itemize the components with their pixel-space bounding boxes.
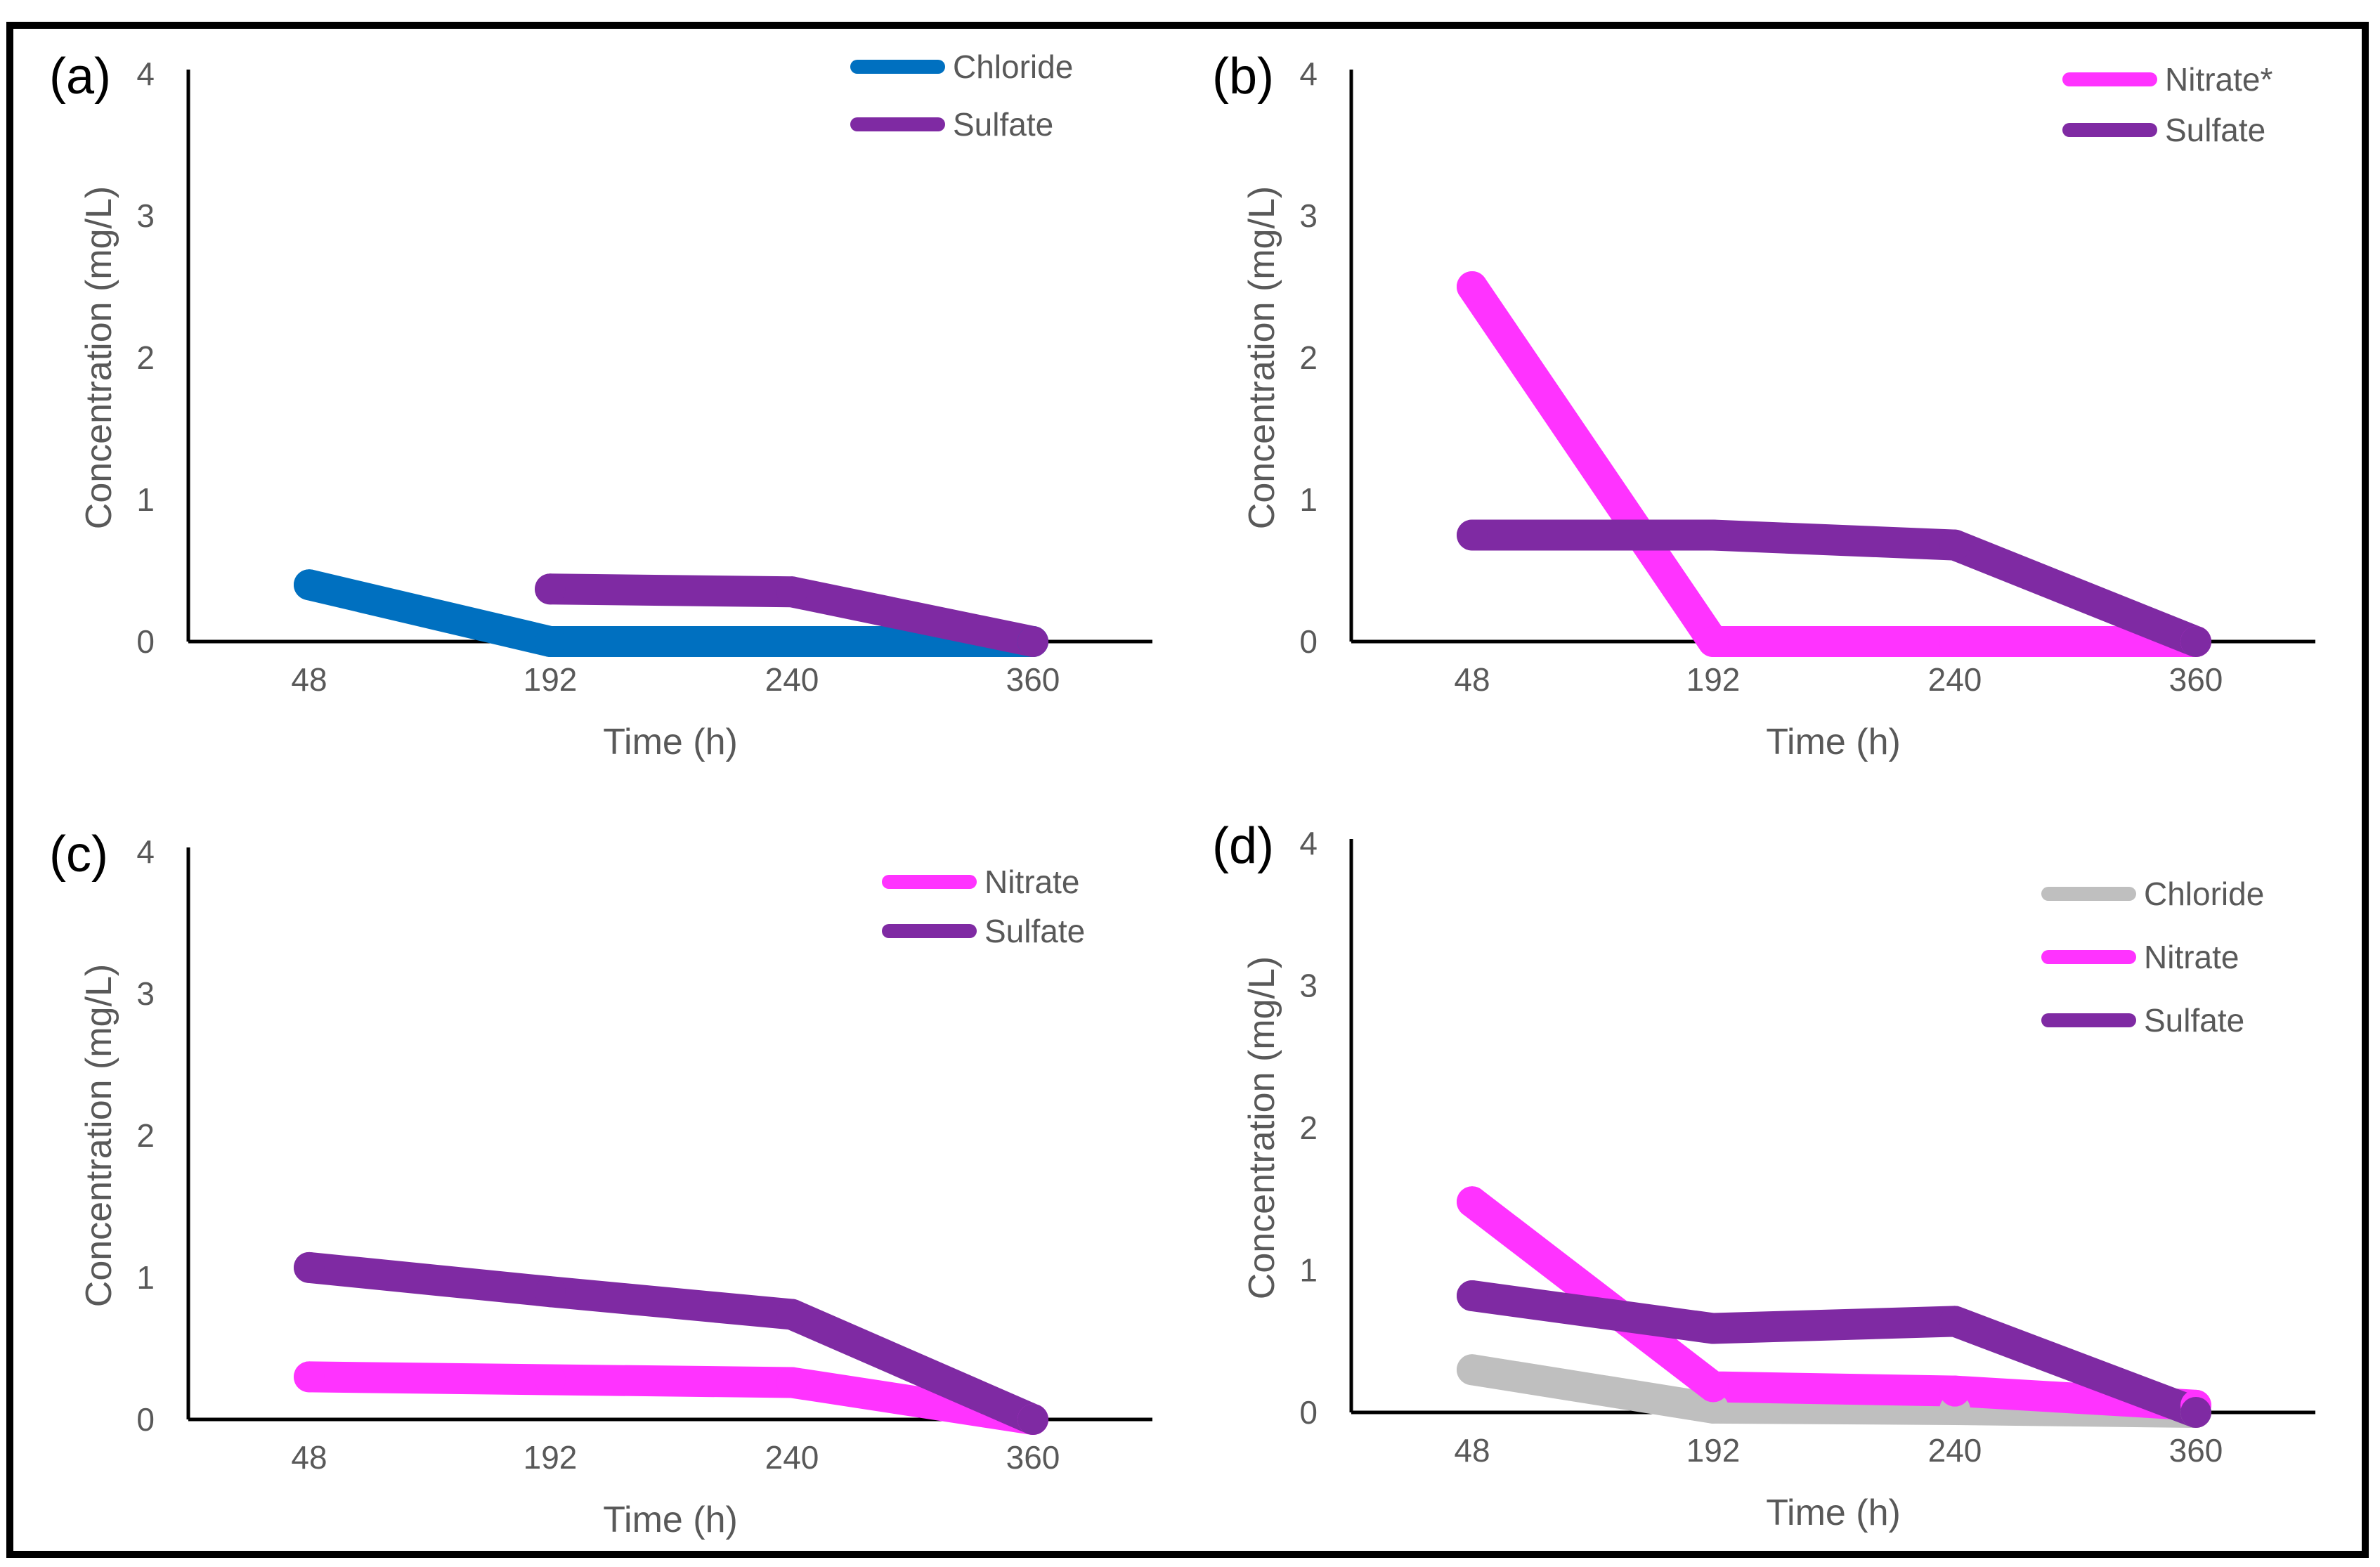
data-point [1457,1354,1488,1386]
y-tick-label: 1 [136,481,155,518]
data-point [535,1364,566,1396]
x-tick-label: 360 [2169,1432,2223,1469]
legend-label: Nitrate* [2165,61,2272,98]
data-point [294,569,325,601]
series-line-sulfate [1457,1280,2211,1428]
data-point [776,1299,807,1330]
figure-border [6,22,2369,1558]
series-line-nitrate [294,1361,1048,1435]
x-tick-label: 240 [1928,1432,1982,1469]
y-tick-label: 3 [1299,968,1318,1004]
x-axis-title: Time (h) [603,1500,738,1540]
x-tick-label: 240 [1928,661,1982,698]
x-axis-title: Time (h) [1766,1493,1901,1533]
panel-label: (d) [1212,818,1274,874]
y-tick-label: 0 [1299,1394,1318,1431]
x-tick-label: 192 [1686,661,1741,698]
panel-label: (c) [49,826,108,883]
y-axis-title: Concentration (mg/L) [79,964,119,1307]
data-point [1017,626,1048,657]
y-axis-title: Concentration (mg/L) [79,186,119,529]
series-line-sulfate [1457,519,2211,657]
data-point [294,1361,325,1393]
y-tick-label: 3 [136,197,155,234]
y-tick-label: 2 [136,339,155,376]
chart-panel: (b) 0 1 2 3 4 48 192 240 360 Time (h) Concentration… [1212,48,2315,762]
x-tick-label: 48 [1454,661,1490,698]
data-point [776,576,807,608]
x-tick-label: 48 [1454,1432,1490,1469]
y-tick-label: 2 [1299,339,1318,376]
data-point [1017,1404,1048,1435]
y-tick-label: 1 [1299,481,1318,518]
panel-label: (a) [49,48,111,105]
legend-label: Sulfate [984,913,1085,949]
chart-panel: (a) 0 1 2 3 4 48 192 240 360 Time (h) Concentration… [49,48,1152,762]
x-tick-label: 48 [291,661,327,698]
data-point [1939,529,1970,561]
data-point [776,1367,807,1398]
data-point [535,1276,566,1308]
data-point [1457,1280,1488,1311]
data-point [1457,519,1488,551]
data-point [535,573,566,605]
x-axis-title: Time (h) [1766,722,1901,762]
y-tick-label: 4 [1299,56,1318,92]
y-tick-label: 0 [136,1401,155,1438]
data-point [1457,271,1488,302]
x-tick-label: 360 [1006,661,1060,698]
data-point [1698,1392,1729,1424]
y-tick-label: 1 [1299,1252,1318,1289]
x-tick-label: 192 [524,661,578,698]
data-point [1698,1313,1729,1344]
legend-label: Nitrate [2144,939,2239,975]
x-tick-label: 240 [765,661,819,698]
panel-label: (b) [1212,48,1274,105]
data-point [1939,1375,1970,1407]
y-tick-label: 1 [136,1259,155,1296]
data-point [1939,626,1970,657]
y-tick-label: 3 [1299,197,1318,234]
data-point [1939,1306,1970,1337]
y-tick-label: 4 [136,833,155,870]
data-point [1457,1186,1488,1218]
data-point [1698,626,1729,657]
data-point [2180,1397,2211,1428]
y-tick-label: 2 [136,1117,155,1154]
data-point [2180,626,2211,657]
x-tick-label: 192 [1686,1432,1741,1469]
series-line-nitrate [1457,1186,2211,1421]
legend-label: Chloride [2144,876,2264,912]
x-tick-label: 192 [524,1439,578,1476]
legend-label: Sulfate [2144,1002,2244,1039]
y-tick-label: 0 [1299,623,1318,660]
data-point [1698,1371,1729,1403]
series-line-nitrate [1457,271,2211,657]
x-tick-label: 240 [765,1439,819,1476]
y-tick-label: 2 [1299,1110,1318,1146]
data-point [776,626,807,657]
y-axis-title: Concentration (mg/L) [1242,956,1282,1299]
x-tick-label: 360 [2169,661,2223,698]
y-tick-label: 3 [136,975,155,1012]
x-tick-label: 48 [291,1439,327,1476]
legend-label: Nitrate [984,864,1079,900]
legend-label: Sulfate [953,106,1053,143]
x-axis-title: Time (h) [603,722,738,762]
series-line-sulfate [294,1251,1048,1435]
data-point [1698,519,1729,551]
series-line-chloride [294,569,1048,657]
data-point [535,626,566,657]
data-point [294,1251,325,1283]
y-tick-label: 4 [136,56,155,92]
legend-label: Chloride [953,48,1073,85]
y-tick-label: 4 [1299,825,1318,861]
chart-panel: (d) 0 1 2 3 4 48 192 240 360 Time (h) Concentration… [1212,818,2315,1533]
x-tick-label: 360 [1006,1439,1060,1476]
y-tick-label: 0 [136,623,155,660]
legend-label: Sulfate [2165,112,2265,148]
y-axis-title: Concentration (mg/L) [1242,186,1282,529]
chart-panel: (c) 0 1 2 3 4 48 192 240 360 Time (h) Concentration… [49,826,1152,1540]
